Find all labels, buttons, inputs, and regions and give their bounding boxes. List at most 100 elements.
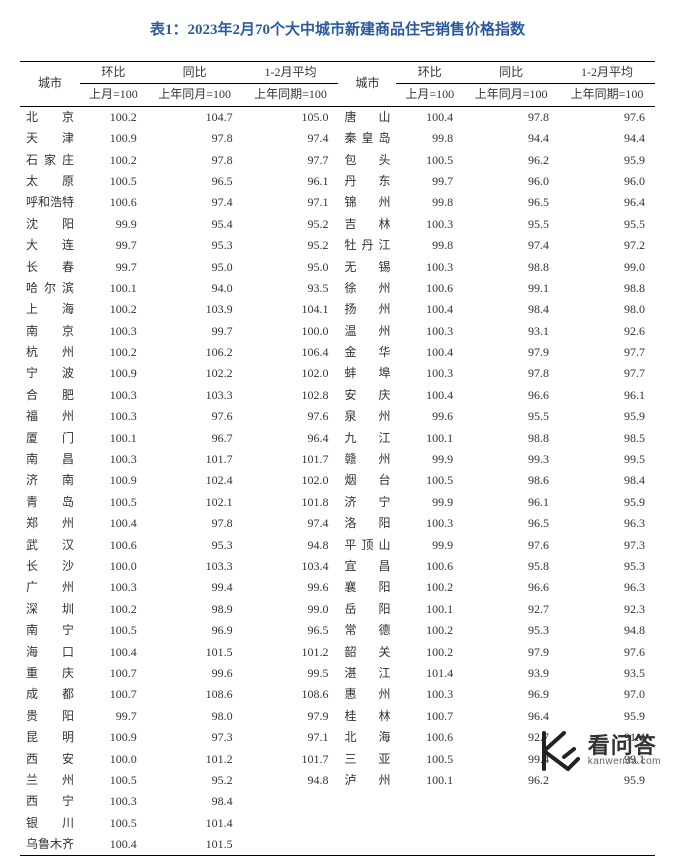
cell-city: 海口: [20, 642, 80, 663]
cell-city: 长沙: [20, 556, 80, 577]
cell-avg: 105.0: [243, 106, 339, 128]
cell-city: 兰州: [20, 770, 80, 791]
col-avg-right: 1-2月平均: [559, 62, 655, 84]
cell-yoy: 97.6: [147, 406, 243, 427]
table-row: 杭州100.2106.2106.4金华100.497.997.7: [20, 342, 655, 363]
cell-avg: [243, 834, 339, 856]
cell-city: 哈尔滨: [20, 278, 80, 299]
cell-yoy: 102.4: [147, 470, 243, 491]
cell-mom: 100.9: [80, 128, 147, 149]
cell-yoy: 95.8: [463, 556, 559, 577]
cell-yoy: 96.4: [463, 706, 559, 727]
cell-avg: 96.0: [559, 171, 655, 192]
cell-mom: 100.0: [80, 749, 147, 770]
cell-avg: 94.8: [243, 770, 339, 791]
cell-avg: 96.3: [559, 577, 655, 598]
cell-mom: 100.9: [80, 727, 147, 748]
cell-mom: 100.3: [80, 385, 147, 406]
watermark-en: kanwenda.com: [588, 757, 661, 767]
col-yoy-left: 同比: [147, 62, 243, 84]
cell-avg: 95.9: [559, 150, 655, 171]
table-row: 上海100.2103.9104.1扬州100.498.498.0: [20, 299, 655, 320]
cell-avg: 94.8: [559, 620, 655, 641]
cell-yoy: 101.2: [147, 749, 243, 770]
cell-avg: 103.4: [243, 556, 339, 577]
cell-mom: 100.4: [396, 385, 463, 406]
cell-city: 南宁: [20, 620, 80, 641]
cell-yoy: [463, 834, 559, 856]
table-row: 合肥100.3103.3102.8安庆100.496.696.1: [20, 385, 655, 406]
cell-city: 吉林: [338, 214, 396, 235]
table-row: 南宁100.596.996.5常德100.295.394.8: [20, 620, 655, 641]
table-row: 深圳100.298.999.0岳阳100.192.792.3: [20, 599, 655, 620]
cell-avg: 97.9: [243, 706, 339, 727]
cell-yoy: [463, 813, 559, 834]
cell-avg: 104.1: [243, 299, 339, 320]
cell-city: 宜昌: [338, 556, 396, 577]
table-row: 太原100.596.596.1丹东99.796.096.0: [20, 171, 655, 192]
col-mom-right: 环比: [396, 62, 463, 84]
cell-city: 成都: [20, 684, 80, 705]
sub-avg-right: 上年同期=100: [559, 84, 655, 106]
cell-mom: 100.4: [80, 834, 147, 856]
cell-avg: 95.5: [559, 214, 655, 235]
cell-mom: 100.1: [396, 428, 463, 449]
table-row: 长春99.795.095.0无锡100.398.899.0: [20, 257, 655, 278]
cell-city: 泸州: [338, 770, 396, 791]
cell-yoy: 108.6: [147, 684, 243, 705]
cell-avg: 95.3: [559, 556, 655, 577]
cell-avg: 101.7: [243, 449, 339, 470]
cell-city: 济南: [20, 470, 80, 491]
cell-avg: 97.2: [559, 235, 655, 256]
cell-mom: 100.1: [80, 278, 147, 299]
cell-mom: 99.8: [396, 128, 463, 149]
cell-mom: 100.6: [396, 727, 463, 748]
cell-yoy: 96.2: [463, 150, 559, 171]
cell-avg: [559, 813, 655, 834]
cell-mom: 100.3: [396, 257, 463, 278]
cell-city: 温州: [338, 321, 396, 342]
cell-mom: 100.3: [80, 449, 147, 470]
cell-yoy: 93.9: [463, 663, 559, 684]
col-avg-left: 1-2月平均: [243, 62, 339, 84]
cell-mom: 100.2: [80, 150, 147, 171]
cell-avg: 102.0: [243, 470, 339, 491]
cell-avg: 97.6: [559, 106, 655, 128]
cell-city: 北京: [20, 106, 80, 128]
cell-yoy: 96.6: [463, 385, 559, 406]
cell-avg: 102.0: [243, 363, 339, 384]
cell-avg: 96.1: [559, 385, 655, 406]
cell-avg: 96.1: [243, 171, 339, 192]
cell-mom: 99.7: [80, 235, 147, 256]
table-row: 呼和浩特100.697.497.1锦州99.896.596.4: [20, 192, 655, 213]
cell-mom: 99.6: [396, 406, 463, 427]
cell-mom: 100.2: [396, 642, 463, 663]
cell-mom: 99.7: [80, 706, 147, 727]
cell-yoy: 98.8: [463, 257, 559, 278]
cell-avg: 95.2: [243, 235, 339, 256]
cell-mom: 101.4: [396, 663, 463, 684]
cell-mom: 100.1: [80, 428, 147, 449]
table-title: 表1：2023年2月70个大中城市新建商品住宅销售价格指数: [0, 0, 675, 61]
cell-avg: 97.1: [243, 192, 339, 213]
cell-mom: 100.5: [396, 749, 463, 770]
cell-yoy: 96.9: [147, 620, 243, 641]
cell-avg: 99.5: [243, 663, 339, 684]
cell-yoy: 99.7: [147, 321, 243, 342]
cell-yoy: [463, 791, 559, 812]
cell-mom: 100.5: [80, 620, 147, 641]
sub-yoy-left: 上年同月=100: [147, 84, 243, 106]
logo-icon: [538, 729, 582, 773]
cell-mom: 100.3: [396, 513, 463, 534]
cell-city: 石家庄: [20, 150, 80, 171]
cell-yoy: 106.2: [147, 342, 243, 363]
cell-city: 乌鲁木齐: [20, 834, 80, 856]
cell-avg: 96.5: [243, 620, 339, 641]
cell-avg: 95.9: [559, 706, 655, 727]
cell-city: 深圳: [20, 599, 80, 620]
cell-yoy: 96.7: [147, 428, 243, 449]
cell-yoy: 96.5: [147, 171, 243, 192]
table-row: 沈阳99.995.495.2吉林100.395.595.5: [20, 214, 655, 235]
cell-city: 上海: [20, 299, 80, 320]
cell-avg: 98.8: [559, 278, 655, 299]
